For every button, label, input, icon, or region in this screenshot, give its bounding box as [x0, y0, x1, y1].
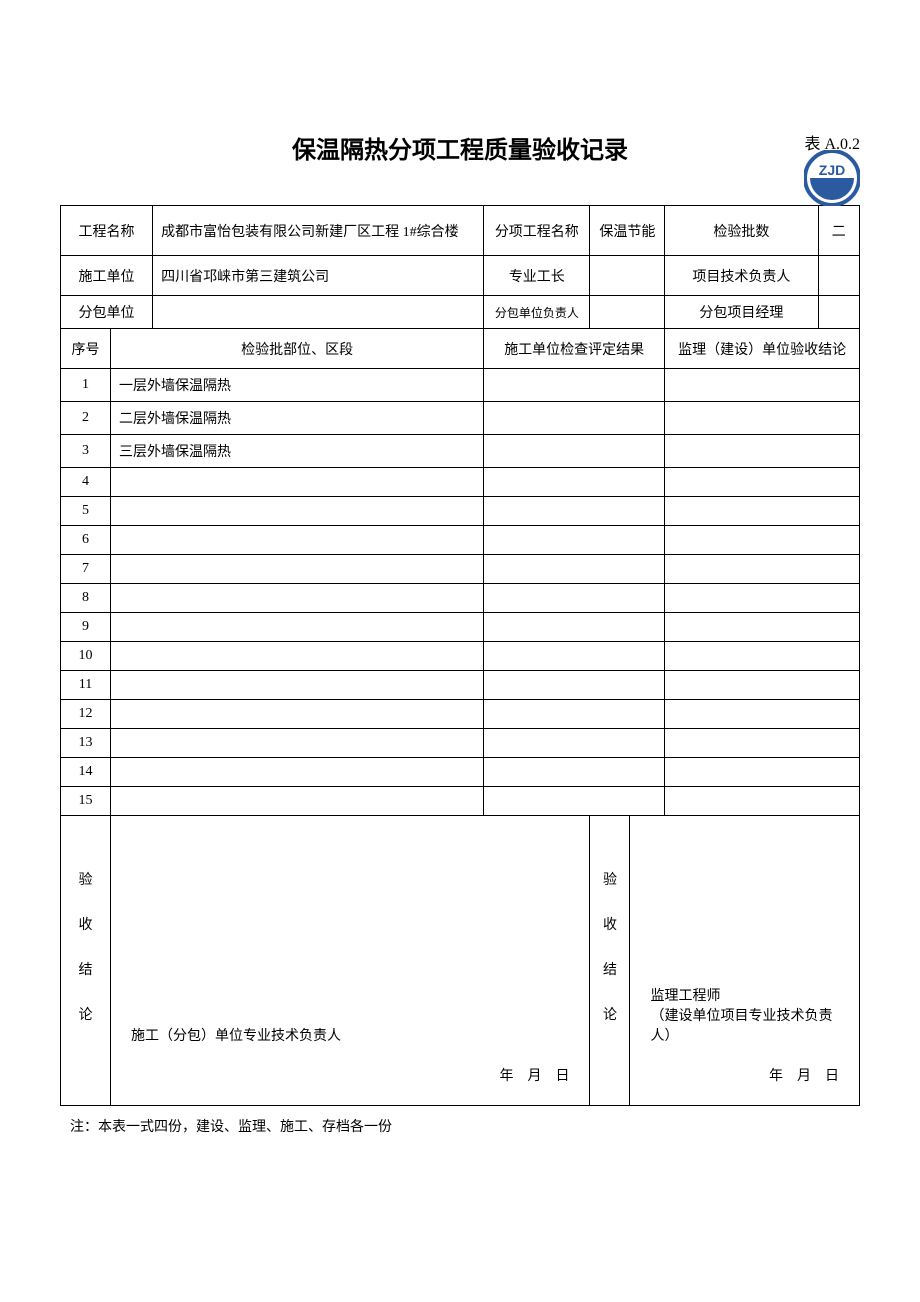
table-row-c3 [484, 468, 665, 497]
foreman-label: 专业工长 [484, 256, 590, 296]
table-row-c4 [665, 671, 860, 700]
table-row-c4 [665, 468, 860, 497]
table-row-c4 [665, 642, 860, 671]
table-row-location [111, 787, 484, 816]
table-row-c4 [665, 700, 860, 729]
table-row-c3 [484, 555, 665, 584]
table-row-location [111, 671, 484, 700]
page-title: 保温隔热分项工程质量验收记录 [60, 130, 860, 165]
table-row-c4 [665, 497, 860, 526]
svg-text:ZJD: ZJD [819, 162, 845, 178]
col-location: 检验批部位、区段 [111, 329, 484, 369]
table-row-seq: 7 [61, 555, 111, 584]
table-row-c3 [484, 787, 665, 816]
table-row-c3 [484, 435, 665, 468]
table-row-seq: 10 [61, 642, 111, 671]
subcontractor-value [153, 296, 484, 329]
table-row-location [111, 497, 484, 526]
foreman-value [590, 256, 665, 296]
inspection-form-table: 工程名称 成都市富怡包装有限公司新建厂区工程 1#综合楼 分项工程名称 保温节能… [60, 205, 860, 1106]
table-row-location [111, 526, 484, 555]
table-row-seq: 2 [61, 402, 111, 435]
table-row-seq: 9 [61, 613, 111, 642]
subcontractor-label: 分包单位 [61, 296, 153, 329]
conclusion-left-area: 施工（分包）单位专业技术负责人 年 月 日 [111, 816, 590, 1106]
table-row-seq: 6 [61, 526, 111, 555]
table-row-c3 [484, 613, 665, 642]
table-row-location [111, 613, 484, 642]
table-row-c4 [665, 402, 860, 435]
right-date: 年 月 日 [769, 1065, 839, 1085]
table-row-c4 [665, 555, 860, 584]
col-supervisor-result: 监理（建设）单位验收结论 [665, 329, 860, 369]
table-row-c3 [484, 700, 665, 729]
project-name-value: 成都市富怡包装有限公司新建厂区工程 1#综合楼 [153, 206, 484, 256]
contractor-label: 施工单位 [61, 256, 153, 296]
table-row-c3 [484, 758, 665, 787]
subproject-label: 分项工程名称 [484, 206, 590, 256]
col-contractor-result: 施工单位检查评定结果 [484, 329, 665, 369]
project-name-label: 工程名称 [61, 206, 153, 256]
table-row-location: 三层外墙保温隔热 [111, 435, 484, 468]
table-row-c3 [484, 584, 665, 613]
table-row-c3 [484, 369, 665, 402]
table-row-c4 [665, 369, 860, 402]
zjd-logo-icon: ZJD [804, 150, 860, 206]
table-row-location: 二层外墙保温隔热 [111, 402, 484, 435]
tech-leader-value [818, 256, 859, 296]
table-row-c3 [484, 642, 665, 671]
table-row-seq: 13 [61, 729, 111, 758]
table-row-seq: 4 [61, 468, 111, 497]
table-row-location [111, 700, 484, 729]
table-row-c4 [665, 729, 860, 758]
table-row-seq: 8 [61, 584, 111, 613]
right-signer-line1: 监理工程师 [650, 989, 720, 1004]
left-date: 年 月 日 [499, 1065, 569, 1085]
table-row-c4 [665, 584, 860, 613]
table-row-c4 [665, 758, 860, 787]
sub-pm-value [818, 296, 859, 329]
subproject-value: 保温节能 [590, 206, 665, 256]
table-row-c3 [484, 671, 665, 700]
tech-leader-label: 项目技术负责人 [665, 256, 818, 296]
table-row-c3 [484, 402, 665, 435]
sub-pm-label: 分包项目经理 [665, 296, 818, 329]
right-signer-line2: （建设单位项目专业技术负责人） [650, 1009, 832, 1044]
batch-count-value: 二 [818, 206, 859, 256]
conclusion-right-label: 验收结论 [590, 816, 630, 1106]
table-row-seq: 14 [61, 758, 111, 787]
table-row-location [111, 555, 484, 584]
table-row-seq: 12 [61, 700, 111, 729]
header-area: 表 A.0.2 保温隔热分项工程质量验收记录 ZJD [60, 130, 860, 165]
conclusion-left-label: 验收结论 [61, 816, 111, 1106]
sub-leader-label: 分包单位负责人 [484, 296, 590, 329]
table-row-location [111, 642, 484, 671]
table-row-seq: 15 [61, 787, 111, 816]
table-row-c4 [665, 526, 860, 555]
table-row-seq: 5 [61, 497, 111, 526]
table-row-location [111, 584, 484, 613]
sub-leader-value [590, 296, 665, 329]
table-row-c3 [484, 729, 665, 758]
table-row-c4 [665, 787, 860, 816]
conclusion-right-area: 监理工程师 （建设单位项目专业技术负责人） 年 月 日 [630, 816, 860, 1106]
table-row-c4 [665, 613, 860, 642]
table-row-seq: 3 [61, 435, 111, 468]
table-row-location: 一层外墙保温隔热 [111, 369, 484, 402]
col-seq: 序号 [61, 329, 111, 369]
table-row-seq: 11 [61, 671, 111, 700]
footer-note: 注：本表一式四份，建设、监理、施工、存档各一份 [60, 1116, 860, 1136]
table-row-seq: 1 [61, 369, 111, 402]
contractor-value: 四川省邛崃市第三建筑公司 [153, 256, 484, 296]
table-row-c4 [665, 435, 860, 468]
left-signer-label: 施工（分包）单位专业技术负责人 [131, 1029, 341, 1044]
table-row-location [111, 729, 484, 758]
batch-count-label: 检验批数 [665, 206, 818, 256]
table-row-c3 [484, 526, 665, 555]
table-row-c3 [484, 497, 665, 526]
table-row-location [111, 758, 484, 787]
table-row-location [111, 468, 484, 497]
